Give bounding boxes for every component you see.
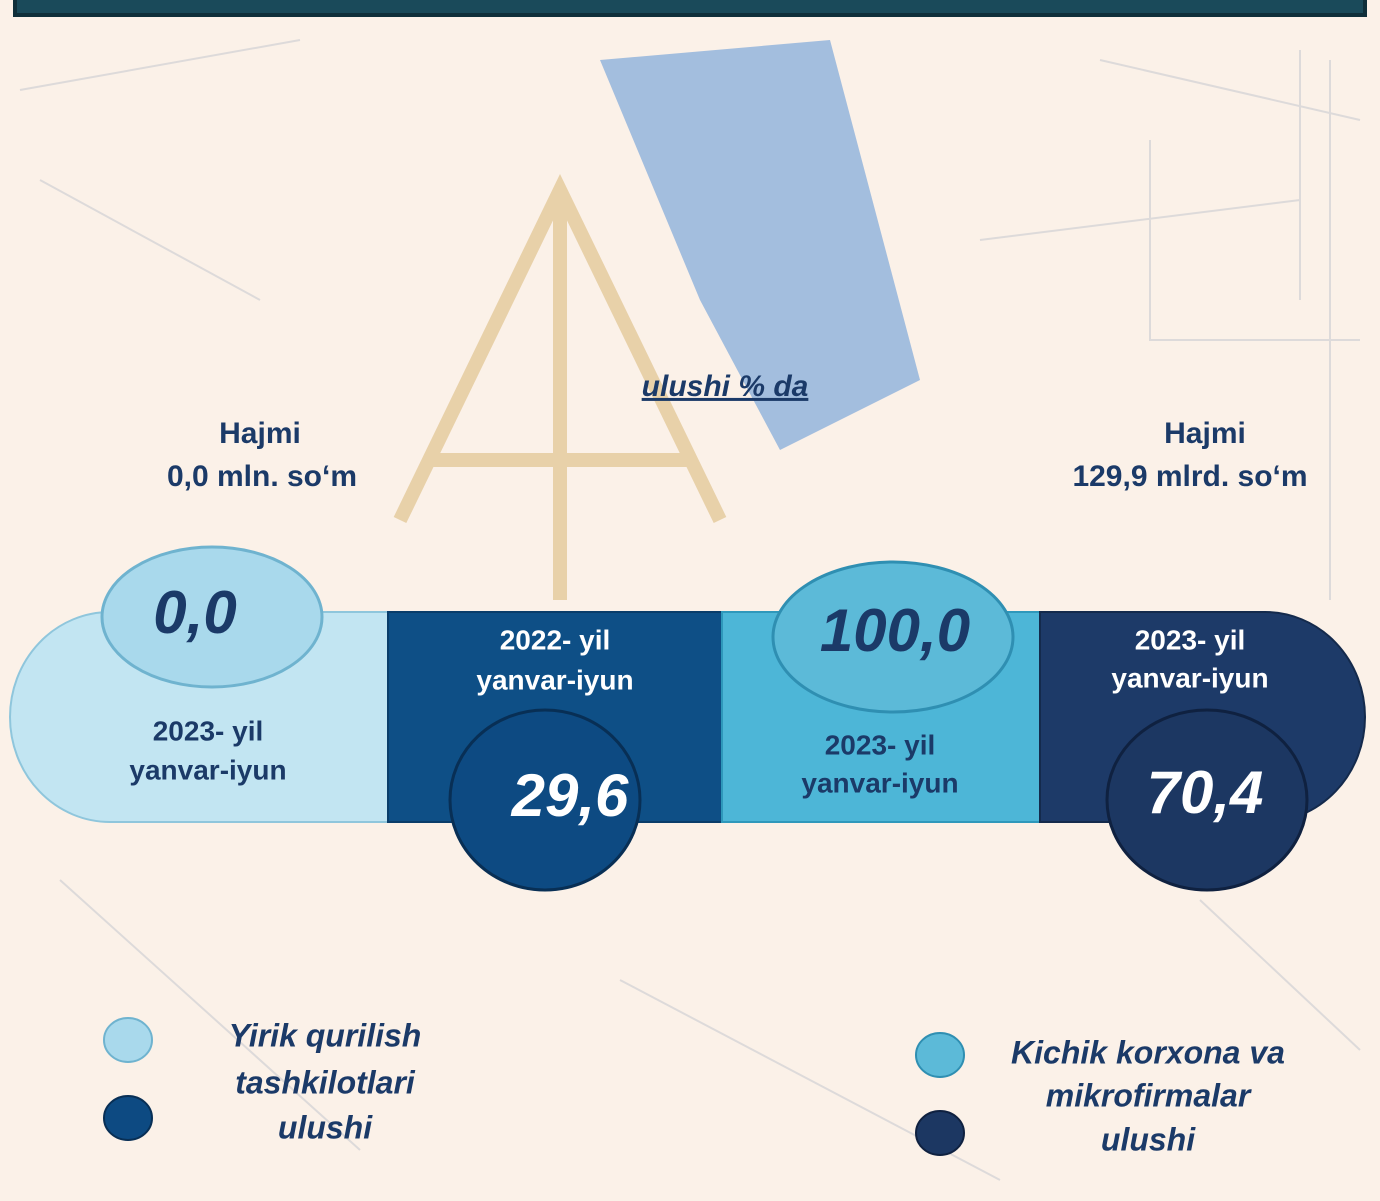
legend-text: Kichik korxona va [1011,1034,1285,1070]
legend-text: tashkilotlari [235,1064,416,1100]
segment-value: 70,4 [1147,759,1264,826]
legend-swatch [103,1017,153,1063]
value-oval [771,560,1015,714]
segment-period: 2023- yil [1135,624,1246,655]
value-oval [1105,708,1309,892]
house-frame [393,173,727,600]
legend-text: ulushi [1101,1121,1196,1157]
legend-text: Yirik qurilish [229,1017,422,1053]
value-oval [448,708,642,892]
legend-swatch [103,1095,153,1141]
subtitle: ulushi % da [642,370,809,403]
total-label: Hajmi [219,417,301,450]
segment-value: 0,0 [153,579,236,646]
segment-period: yanvar-iyun [801,767,958,798]
segment-period: yanvar-iyun [129,754,286,785]
house-roof [600,40,920,450]
header-bar [13,0,1367,17]
legend-text: ulushi [278,1109,373,1145]
background-decoration [19,39,1361,1181]
legend-swatch [915,1110,965,1156]
value-oval [100,545,324,689]
legend-text: mikrofirmalar [1046,1077,1252,1113]
segment-value: 29,6 [511,762,629,829]
segment-period: 2023- yil [825,729,936,760]
total-label: Hajmi [1164,417,1246,450]
total-value: 129,9 mlrd. so‘m [1072,460,1307,493]
legend-swatch [915,1032,965,1078]
segment-period: yanvar-iyun [476,664,633,695]
segment-value: 100,0 [820,597,970,664]
segment-period: 2022- yil [500,624,611,655]
segment-period: yanvar-iyun [1111,662,1268,693]
segment-period: 2023- yil [153,715,264,746]
total-value: 0,0 mln. so‘m [167,460,357,493]
